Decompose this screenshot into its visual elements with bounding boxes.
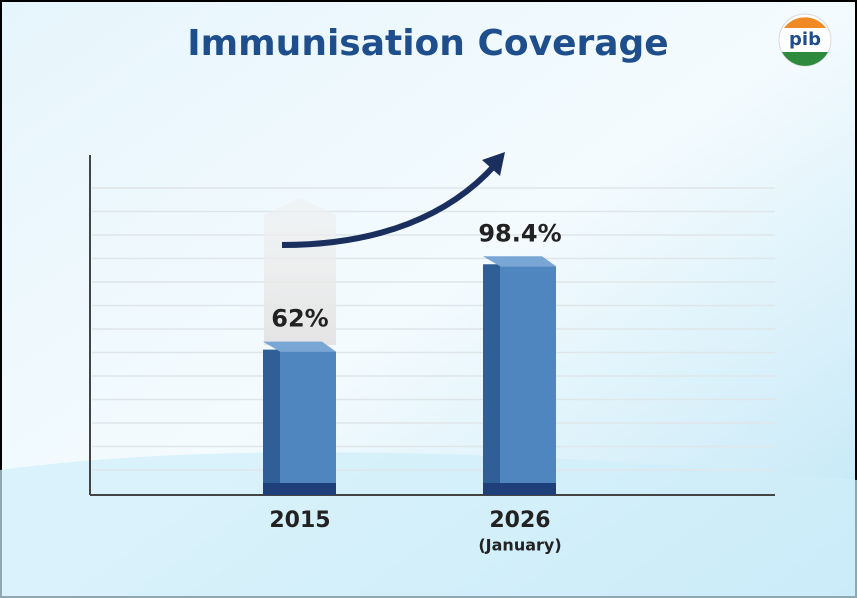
x-tick-label: 2026 [489, 508, 550, 533]
bar-side [263, 349, 280, 495]
x-tick-label: 2015 [269, 508, 330, 533]
svg-text:pib: pib [789, 29, 821, 50]
logo: pib [778, 13, 832, 67]
bar-base [263, 483, 336, 495]
bar-side [483, 264, 500, 495]
value-label: 62% [271, 305, 328, 333]
ghost-bar [264, 198, 336, 345]
wave [0, 452, 857, 598]
arrow-head [482, 152, 505, 176]
x-tick-note: (January) [478, 536, 561, 555]
bar-base [483, 483, 556, 495]
chart-title: Immunisation Coverage [187, 23, 668, 64]
value-label: 98.4% [478, 219, 561, 247]
bar-top [263, 341, 336, 352]
bar [500, 266, 556, 495]
bar-top [483, 256, 556, 267]
grid [92, 187, 775, 471]
trend-arrow [281, 162, 498, 248]
bar [280, 351, 336, 495]
